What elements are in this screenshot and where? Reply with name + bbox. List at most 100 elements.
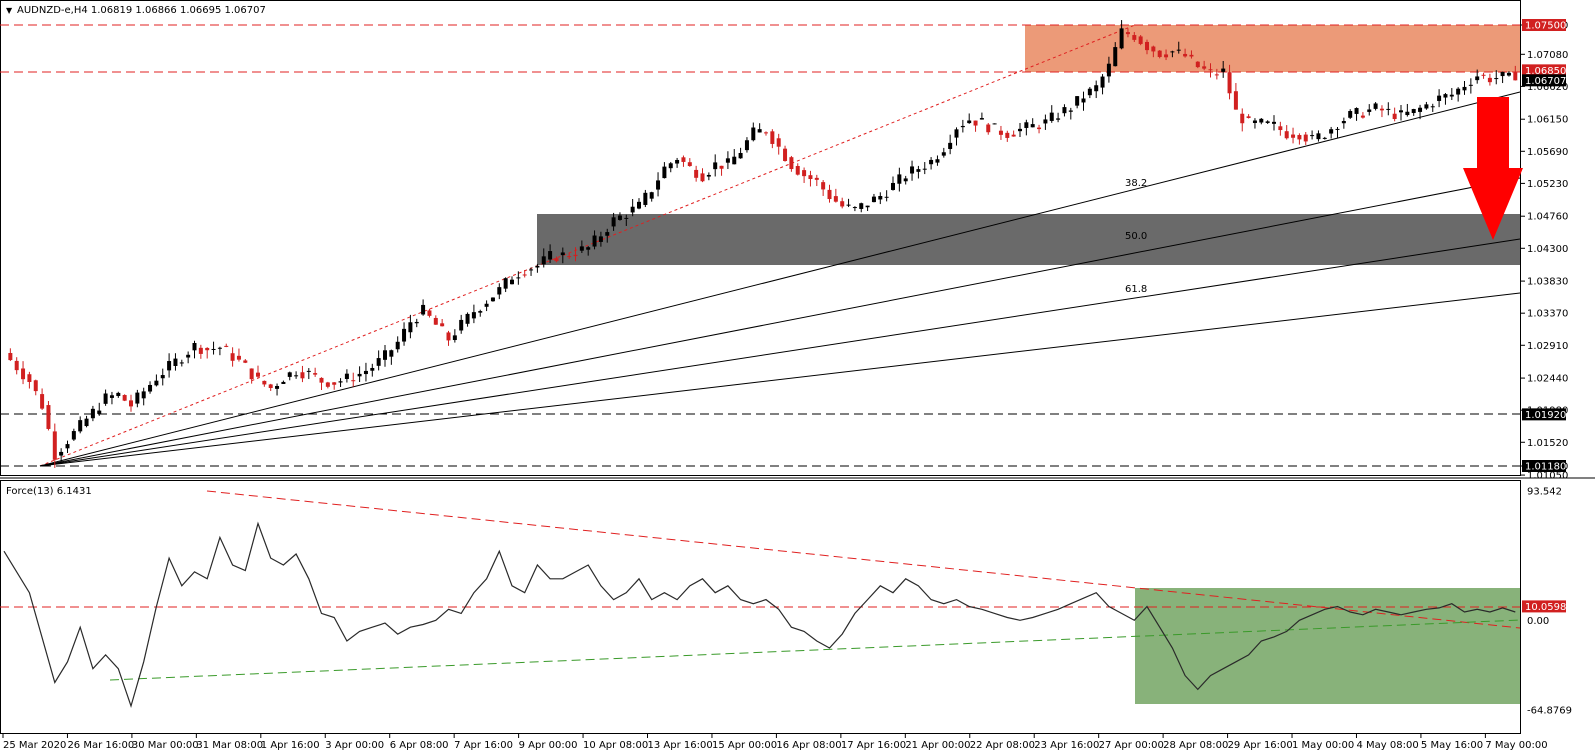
candle-body — [395, 341, 400, 350]
candle-body — [224, 345, 229, 347]
force-tick-label: -64.8769 — [1527, 706, 1572, 717]
price-label: 1.07500 — [1525, 21, 1566, 32]
x-tick-label: 30 Mar 00:00 — [132, 740, 199, 751]
candle-body — [1468, 84, 1473, 86]
candle-body — [211, 348, 216, 350]
candle-body — [846, 204, 851, 206]
candle — [732, 149, 737, 165]
candle-body — [8, 352, 13, 361]
candle — [1068, 107, 1073, 120]
candle-body — [427, 310, 432, 316]
candle — [1170, 50, 1175, 58]
candle — [1056, 112, 1061, 123]
candle-body — [1430, 106, 1435, 108]
candle — [1164, 49, 1169, 61]
price-label: 1.01920 — [1525, 410, 1566, 421]
collapse-triangle-icon[interactable]: ▼ — [6, 6, 13, 15]
candle-body — [1138, 36, 1143, 44]
candle-body — [294, 375, 299, 377]
candle — [967, 113, 972, 124]
candle-body — [643, 192, 648, 205]
candle — [1424, 101, 1429, 110]
candle — [1303, 131, 1308, 146]
candle — [948, 134, 953, 155]
candle-body — [732, 156, 737, 165]
candle — [643, 189, 648, 208]
candle-body — [630, 206, 635, 213]
candle-body — [1500, 71, 1505, 77]
candle-body — [611, 217, 616, 227]
candle-body — [649, 192, 654, 199]
candle-body — [1386, 108, 1391, 110]
candle-body — [725, 158, 730, 163]
candle-body — [1303, 134, 1308, 142]
candle-body — [440, 323, 445, 327]
candle — [243, 359, 248, 364]
candle — [871, 193, 876, 203]
candle-body — [497, 287, 502, 295]
candle-body — [535, 265, 540, 268]
x-tick-label: 22 Apr 08:00 — [970, 740, 1035, 751]
candle — [1500, 71, 1505, 84]
y-tick-label: 1.05690 — [1527, 147, 1568, 158]
candle-body — [1240, 113, 1245, 124]
candle — [757, 123, 762, 133]
candle — [554, 256, 559, 263]
candle — [1246, 114, 1251, 119]
candle-body — [376, 358, 381, 366]
candle — [1405, 103, 1410, 117]
candle — [573, 247, 578, 262]
y-tick-label: 1.06620 — [1527, 82, 1568, 93]
candle — [668, 161, 673, 173]
candle-body — [1062, 107, 1067, 114]
candle — [1227, 64, 1232, 100]
candle — [1411, 108, 1416, 116]
candle-body — [598, 236, 603, 242]
candle-body — [802, 170, 807, 177]
candle-body — [1443, 94, 1448, 98]
candle — [1208, 63, 1213, 78]
candle-body — [662, 166, 667, 179]
candle — [1278, 121, 1283, 136]
candle-body — [1322, 137, 1327, 139]
candle — [1049, 105, 1054, 123]
candle-body — [1272, 121, 1276, 124]
candle — [808, 170, 813, 187]
candle-body — [281, 381, 286, 384]
candle-body — [1329, 129, 1334, 134]
price-label: 1.06850 — [1525, 66, 1566, 77]
candle-body — [1392, 113, 1397, 120]
candle — [306, 368, 311, 380]
candle-body — [871, 196, 876, 203]
x-tick-label: 15 Apr 00:00 — [712, 740, 777, 751]
candle-body — [1513, 72, 1518, 81]
force-up-trendline — [109, 619, 1521, 681]
candle-body — [1506, 72, 1511, 76]
candle-body — [541, 256, 546, 265]
candle-body — [922, 168, 927, 170]
x-tick-label: 7 May 00:00 — [1485, 740, 1547, 751]
candle — [1430, 103, 1435, 112]
candle — [249, 368, 254, 384]
candle-body — [1195, 61, 1200, 68]
candle — [1151, 45, 1156, 58]
candle-body — [821, 182, 826, 190]
candle — [738, 147, 743, 159]
candle — [1030, 118, 1035, 128]
candle-body — [757, 129, 762, 133]
candle-body — [1246, 116, 1251, 119]
candle — [21, 361, 26, 385]
candle-body — [421, 304, 426, 315]
candle — [402, 322, 407, 346]
candle — [1252, 118, 1257, 129]
candle-body — [1157, 50, 1162, 57]
candle — [1113, 42, 1118, 67]
candle-body — [617, 215, 622, 220]
candle — [1481, 72, 1486, 79]
candle-body — [865, 205, 870, 208]
candle-body — [579, 246, 584, 251]
candle — [560, 247, 565, 264]
candle — [97, 402, 102, 416]
candle — [389, 349, 394, 365]
